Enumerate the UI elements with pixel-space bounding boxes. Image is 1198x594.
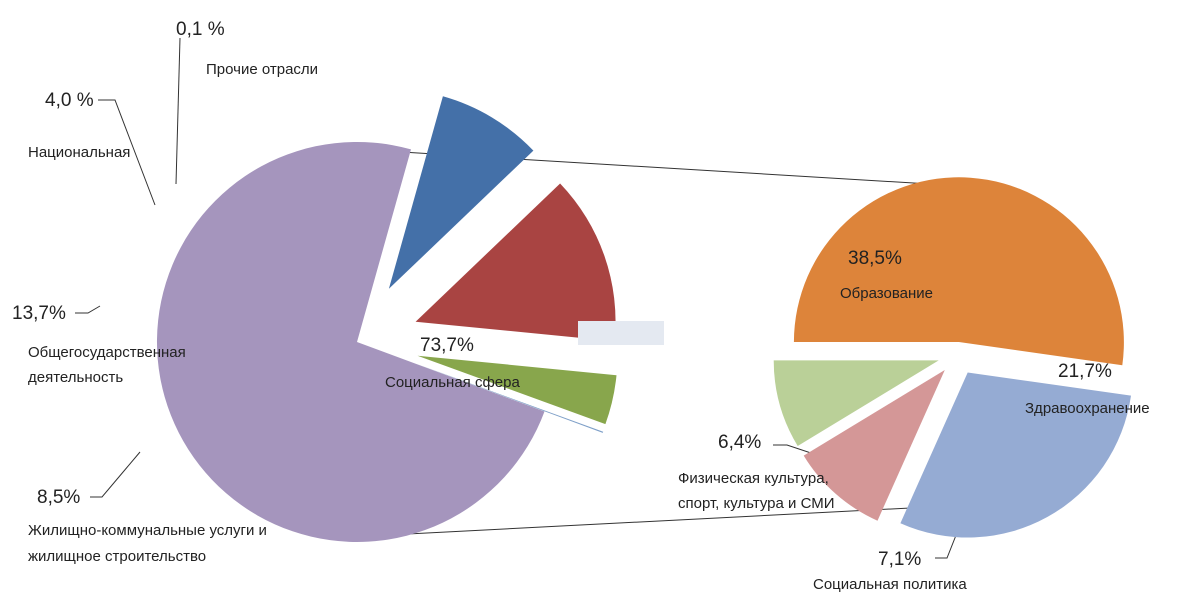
secondary-slice-3 — [773, 360, 939, 446]
leader-line-other — [175, 37, 181, 185]
sec-category-label-sport-line2: спорт, культура и СМИ — [678, 495, 835, 512]
secondary-slice-0 — [793, 177, 1124, 366]
main-value-label-housing: 8,5% — [37, 487, 80, 508]
main-value-label-social: 73,7% — [420, 335, 474, 356]
main-pie — [156, 96, 617, 542]
main-slice-4 — [415, 363, 604, 433]
main-value-label-national: 4,0 % — [45, 90, 94, 111]
sec-category-label-health: Здравоохранение — [1025, 400, 1150, 417]
secondary-pie — [773, 177, 1131, 538]
leader-line-housing — [90, 451, 141, 498]
main-slice-1 — [388, 96, 534, 289]
sec-category-label-education: Образование — [840, 285, 933, 302]
sec-value-label-sport: 6,4% — [718, 432, 761, 453]
sec-value-label-health: 21,7% — [1058, 361, 1112, 382]
main-category-label-social: Социальная сфера — [385, 374, 520, 391]
sec-value-label-education: 38,5% — [848, 248, 902, 269]
main-slice-2 — [415, 183, 616, 342]
main-category-label-general-line1: Общегосударственная — [28, 344, 186, 361]
secondary-slice-2 — [803, 370, 945, 521]
main-value-label-general: 13,7% — [12, 303, 66, 324]
sec-category-label-social-policy: Социальная политика — [813, 576, 967, 593]
main-category-label-housing-line2: жилищное строительство — [28, 548, 206, 565]
connector-bar — [578, 321, 664, 345]
main-value-label-other: 0,1 % — [176, 19, 225, 40]
leader-line-general — [75, 305, 101, 314]
leader-line-national — [98, 99, 156, 206]
main-slice-0 — [156, 141, 545, 542]
sec-category-label-sport-line1: Физическая культура, — [678, 470, 829, 487]
main-category-label-national: Национальная — [28, 144, 130, 161]
secondary-slice-1 — [900, 372, 1131, 538]
main-slice-3 — [417, 355, 617, 425]
main-category-label-other: Прочие отрасли — [206, 61, 318, 78]
main-category-label-housing-line1: Жилищно-коммунальные услуги и — [28, 522, 267, 539]
main-category-label-general-line2: деятельность — [28, 369, 123, 386]
sec-value-label-social-policy: 7,1% — [878, 549, 921, 570]
